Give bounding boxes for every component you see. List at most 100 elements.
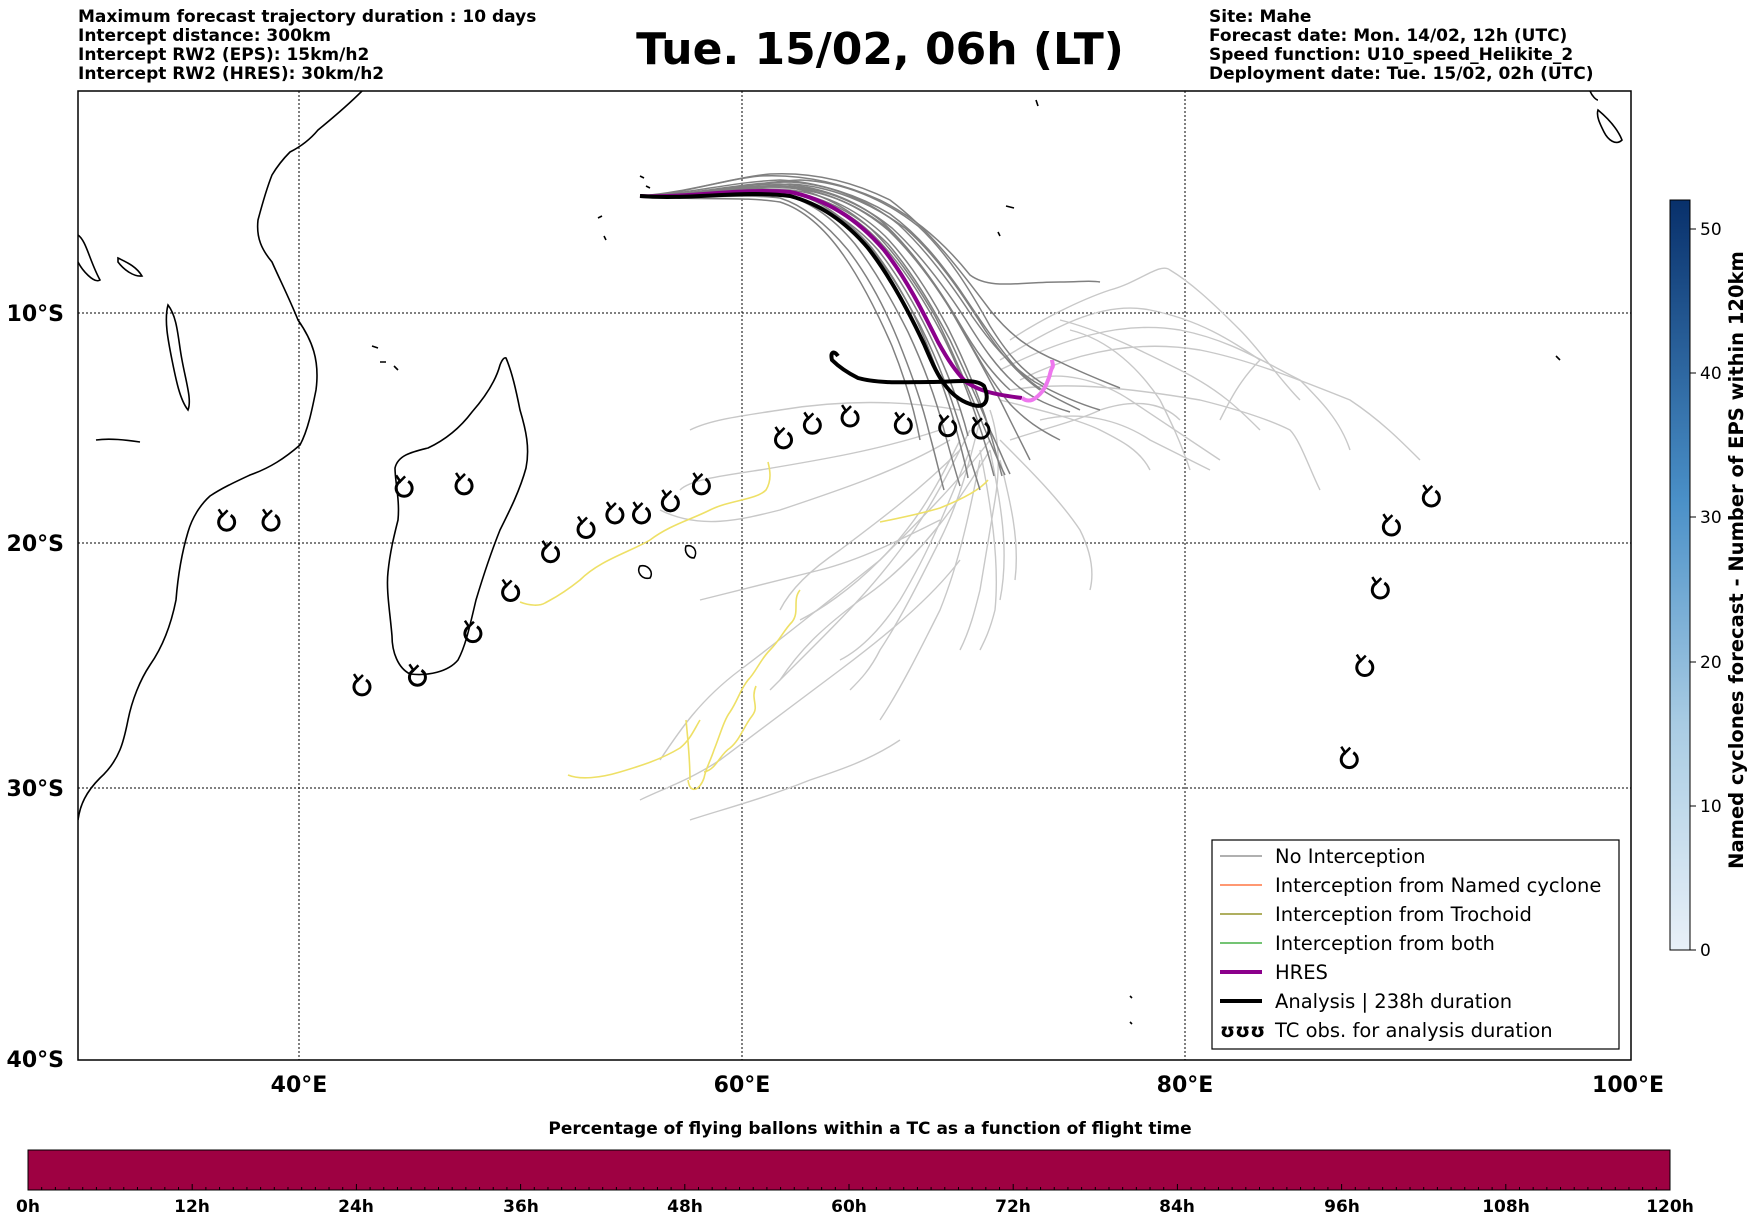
tc-obs-marker bbox=[454, 472, 474, 496]
lat-tick-20s: 20°S bbox=[7, 532, 64, 557]
yellow-track bbox=[685, 719, 691, 781]
tc-obs-marker bbox=[1370, 576, 1390, 600]
cb-bottom-tick-60h: 60h bbox=[831, 1197, 867, 1217]
tc-obs-marker bbox=[352, 673, 372, 697]
comoros bbox=[371, 345, 399, 371]
header-left: Maximum forecast trajectory duration : 1… bbox=[78, 8, 536, 84]
cb-right-tick-30: 30 bbox=[1700, 508, 1722, 528]
eps-track bbox=[639, 179, 1081, 411]
gridlines bbox=[78, 91, 1631, 1060]
eps-track bbox=[639, 195, 921, 441]
tc-obs-marker bbox=[893, 411, 913, 435]
tc-obs-marker bbox=[774, 426, 793, 450]
light-track bbox=[779, 449, 961, 611]
light-track bbox=[659, 439, 991, 761]
intercept-eps-text: Intercept RW2 (EPS): 15km/h2 bbox=[78, 45, 370, 65]
tc-obs-marker bbox=[501, 578, 521, 602]
tc-obs-marker bbox=[463, 620, 483, 644]
light-track bbox=[1069, 329, 1191, 471]
colorbar-right: 0 10 20 30 40 50 Named cyclones forecast… bbox=[1669, 199, 1748, 961]
forecast-date-text: Forecast date: Mon. 14/02, 12h (UTC) bbox=[1209, 26, 1568, 46]
analysis-track bbox=[639, 192, 989, 408]
cb-bottom-tick-84h: 84h bbox=[1159, 1197, 1195, 1217]
lon-tick-80e: 80°E bbox=[1157, 1073, 1214, 1098]
ensemble-spread-tracks bbox=[639, 267, 1421, 821]
amsterdam-island bbox=[1129, 995, 1133, 1025]
light-track bbox=[639, 559, 961, 801]
cb-bottom-tick-96h: 96h bbox=[1324, 1197, 1360, 1217]
cb-bottom-tick-36h: 36h bbox=[503, 1197, 539, 1217]
tc-obs-marker bbox=[840, 404, 860, 428]
yellow-track bbox=[703, 685, 757, 773]
tc-obs-marker bbox=[632, 501, 651, 525]
legend-label-named-cyclone: Interception from Named cyclone bbox=[1275, 874, 1601, 897]
legend-label-hres: HRES bbox=[1275, 961, 1328, 984]
tc-obs-marker bbox=[261, 508, 281, 532]
legend-label-trochoid: Interception from Trochoid bbox=[1275, 903, 1532, 926]
light-track bbox=[999, 459, 1018, 581]
lake-tanganyika bbox=[117, 256, 144, 277]
cb-right-tick-50: 50 bbox=[1700, 220, 1722, 240]
cb-bottom-tick-120h: 120h bbox=[1646, 1197, 1694, 1217]
tc-obs-marker bbox=[1355, 653, 1375, 678]
light-track bbox=[1009, 385, 1321, 491]
sri-lanka bbox=[1596, 108, 1623, 144]
tc-obs-marker bbox=[576, 515, 596, 539]
cb-right-tick-0: 0 bbox=[1700, 941, 1711, 961]
yellow-track bbox=[519, 461, 771, 606]
tc-obs-marker bbox=[660, 489, 680, 513]
tc-obs-marker bbox=[691, 472, 711, 496]
eps-track bbox=[639, 185, 1071, 413]
cb-bottom-tick-108h: 108h bbox=[1482, 1197, 1530, 1217]
eps-track bbox=[639, 195, 945, 491]
cb-bottom-tick-72h: 72h bbox=[995, 1197, 1031, 1217]
tc-obs-marker bbox=[938, 414, 958, 438]
light-track bbox=[699, 519, 941, 601]
lake-kariba bbox=[95, 438, 141, 443]
light-track bbox=[689, 401, 961, 431]
lat-tick-30s: 30°S bbox=[7, 777, 64, 802]
legend-box bbox=[1211, 839, 1620, 1050]
tc-obs-marker bbox=[541, 540, 561, 564]
mauritius bbox=[684, 544, 697, 559]
site-text: Site: Mahe bbox=[1209, 7, 1312, 27]
cb-bottom-tick-24h: 24h bbox=[338, 1197, 374, 1217]
lake-malawi bbox=[165, 303, 191, 412]
light-track bbox=[679, 429, 941, 491]
tc-obs-marker bbox=[394, 474, 414, 498]
light-track bbox=[839, 449, 971, 661]
eps-track bbox=[639, 185, 1061, 441]
light-track bbox=[879, 459, 981, 721]
intercept-distance-text: Intercept distance: 300km bbox=[78, 26, 331, 46]
light-track bbox=[1019, 345, 1421, 461]
legend-label-no-interception: No Interception bbox=[1275, 845, 1426, 868]
lat-tick-40s: 40°S bbox=[7, 1048, 64, 1073]
intercept-hres-text: Intercept RW2 (HRES): 30km/h2 bbox=[78, 64, 385, 84]
reunion bbox=[637, 564, 653, 580]
tc-observations bbox=[217, 404, 1441, 770]
seychelles bbox=[597, 175, 651, 241]
colorbar-right-label: Named cyclones forecast - Number of EPS … bbox=[1725, 251, 1748, 869]
lon-tick-100e: 100°E bbox=[1592, 1073, 1664, 1098]
light-track bbox=[1009, 267, 1301, 401]
light-track bbox=[659, 439, 951, 523]
tc-obs-marker bbox=[971, 416, 991, 440]
colorbar-bottom-minor-ticks bbox=[27, 1184, 1671, 1190]
lake-victoria bbox=[78, 234, 102, 282]
page-title: Tue. 15/02, 06h (LT) bbox=[636, 24, 1124, 75]
lat-tick-10s: 10°S bbox=[7, 302, 64, 327]
light-track bbox=[959, 409, 999, 651]
light-track bbox=[779, 449, 991, 681]
cb-right-tick-20: 20 bbox=[1700, 653, 1722, 673]
tc-obs-marker bbox=[1381, 513, 1401, 537]
lon-tick-60e: 60°E bbox=[714, 1073, 771, 1098]
header-right: Site: Mahe Forecast date: Mon. 14/02, 12… bbox=[1209, 8, 1594, 84]
maldives bbox=[1035, 99, 1039, 107]
tc-obs-marker bbox=[802, 411, 822, 435]
legend-label-tc-obs: TC obs. for analysis duration bbox=[1274, 1019, 1553, 1042]
colorbar-bottom: Percentage of flying ballons within a TC… bbox=[16, 1119, 1694, 1217]
legend-label-both: Interception from both bbox=[1275, 932, 1495, 955]
tc-obs-marker bbox=[605, 501, 625, 525]
hres-tail bbox=[1020, 359, 1055, 403]
legend-swatch-tc-obs: ʊʊʊ bbox=[1220, 1019, 1265, 1042]
